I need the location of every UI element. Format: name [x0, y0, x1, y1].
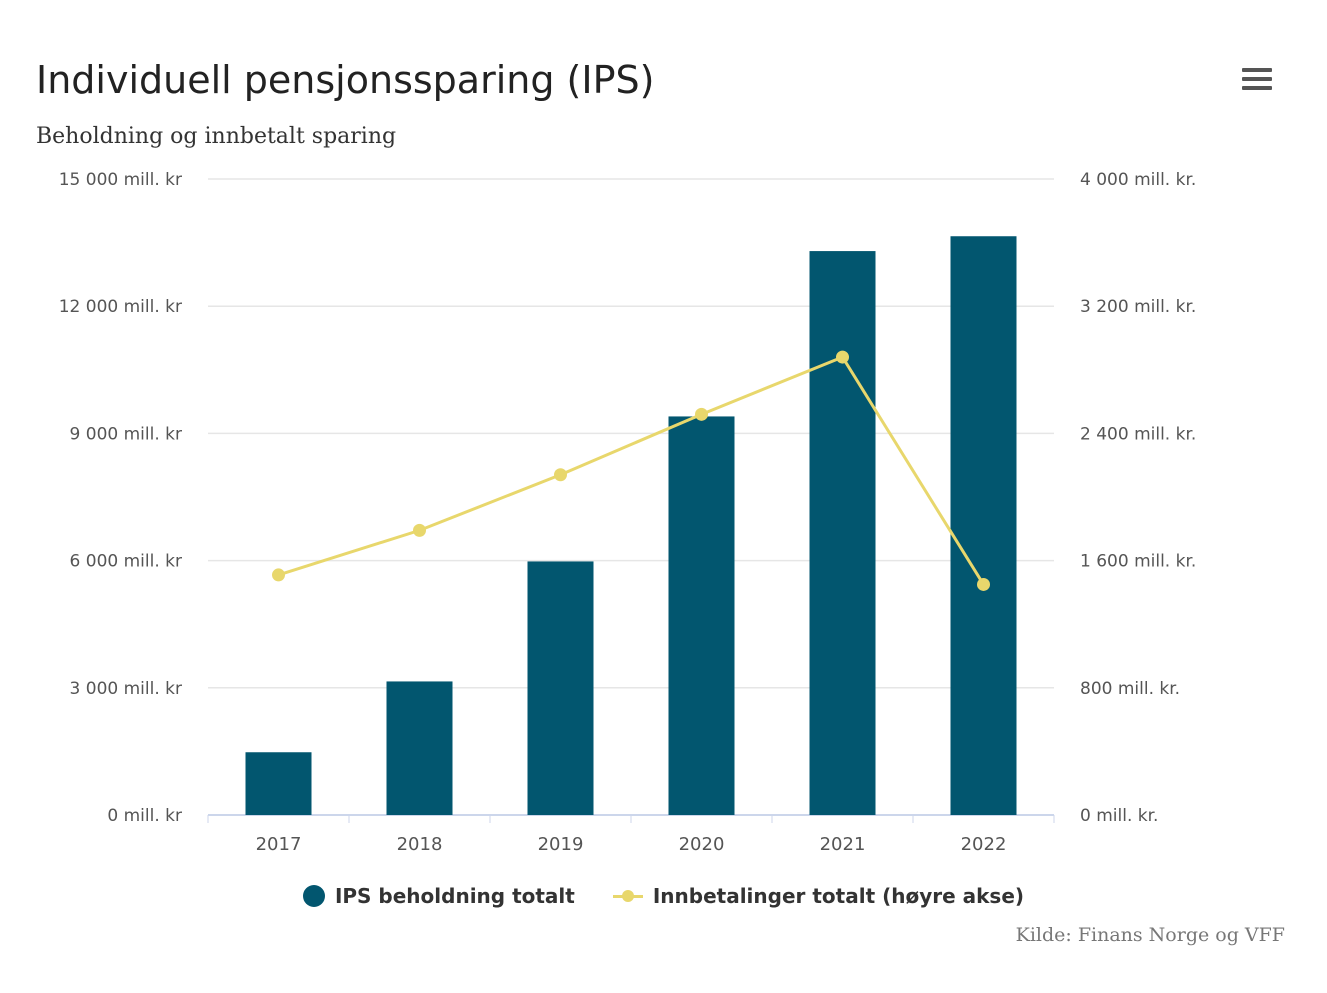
bar-series [245, 236, 1017, 816]
legend-label-line-series: Innbetalinger totalt (høyre akse) [652, 884, 1025, 908]
y-axis-right-labels: 0 mill. kr. 800 mill. kr. 1 600 mill. kr. 2… [1080, 170, 1196, 826]
legend-bar-marker [302, 885, 325, 907]
x-axis-labels: 2017 2018 2019 2020 2021 2022 [207, 815, 1055, 855]
line-point-2018[interactable] [413, 523, 426, 537]
bar-2022[interactable] [950, 236, 1017, 816]
legend: IPS beholdning totalt Innbetalinger tota… [0, 884, 1327, 908]
y-left-tick-label: 0 mill. kr [107, 806, 182, 826]
legend-item-line-series[interactable]: Innbetalinger totalt (høyre akse) [612, 884, 1025, 908]
line-point-2022[interactable] [977, 577, 990, 591]
x-tick-label: 2017 [256, 834, 302, 855]
legend-item-bar-series[interactable]: IPS beholdning totalt [302, 884, 575, 908]
y-left-tick-label: 3 000 mill. kr [70, 679, 182, 699]
bar-2018[interactable] [386, 681, 453, 815]
legend-line-marker [612, 886, 643, 906]
chart-credits: Kilde: Finans Norge og VFF [1015, 924, 1285, 946]
y-axis-left-labels: 0 mill. kr 3 000 mill. kr 6 000 mill. kr 9 … [59, 170, 182, 826]
chart-plot-area: 0 mill. kr 3 000 mill. kr 6 000 mill. kr 9 … [59, 170, 1197, 855]
menu-bar-bottom [1242, 86, 1272, 90]
line-series-path [278, 355, 985, 586]
bar-2020[interactable] [668, 416, 735, 815]
menu-bar-top [1242, 68, 1272, 72]
grid-lines [208, 178, 1054, 816]
bar-2017[interactable] [245, 752, 312, 815]
line-point-2017[interactable] [272, 568, 285, 582]
x-tick-label: 2022 [961, 834, 1007, 855]
line-point-2021[interactable] [836, 350, 849, 364]
bar-2021[interactable] [809, 251, 876, 815]
y-right-tick-label: 4 000 mill. kr. [1080, 170, 1196, 190]
line-series [272, 350, 990, 591]
x-tick-label: 2018 [397, 834, 443, 855]
y-right-tick-label: 3 200 mill. kr. [1080, 297, 1196, 317]
x-tick-label: 2021 [820, 834, 866, 855]
y-left-tick-label: 9 000 mill. kr [70, 424, 182, 444]
y-right-tick-label: 800 mill. kr. [1080, 679, 1180, 699]
y-right-tick-label: 0 mill. kr. [1080, 806, 1158, 826]
chart-subtitle: Beholdning og innbetalt sparing [36, 124, 397, 149]
chart-title: Individuell pensjonssparing (IPS) [36, 58, 655, 102]
legend-label-bar-series: IPS beholdning totalt [334, 884, 575, 908]
bar-2019[interactable] [527, 561, 594, 815]
y-left-tick-label: 6 000 mill. kr [70, 552, 182, 572]
x-tick-label: 2020 [679, 834, 725, 855]
menu-bar-middle [1242, 77, 1272, 81]
y-left-tick-label: 15 000 mill. kr [59, 170, 182, 190]
y-right-tick-label: 2 400 mill. kr. [1080, 424, 1196, 444]
line-point-2020[interactable] [695, 407, 708, 421]
y-right-tick-label: 1 600 mill. kr. [1080, 552, 1196, 572]
line-point-2019[interactable] [554, 468, 567, 482]
hamburger-menu-icon[interactable] [1236, 62, 1276, 98]
x-tick-label: 2019 [538, 834, 584, 855]
y-left-tick-label: 12 000 mill. kr [59, 297, 182, 317]
